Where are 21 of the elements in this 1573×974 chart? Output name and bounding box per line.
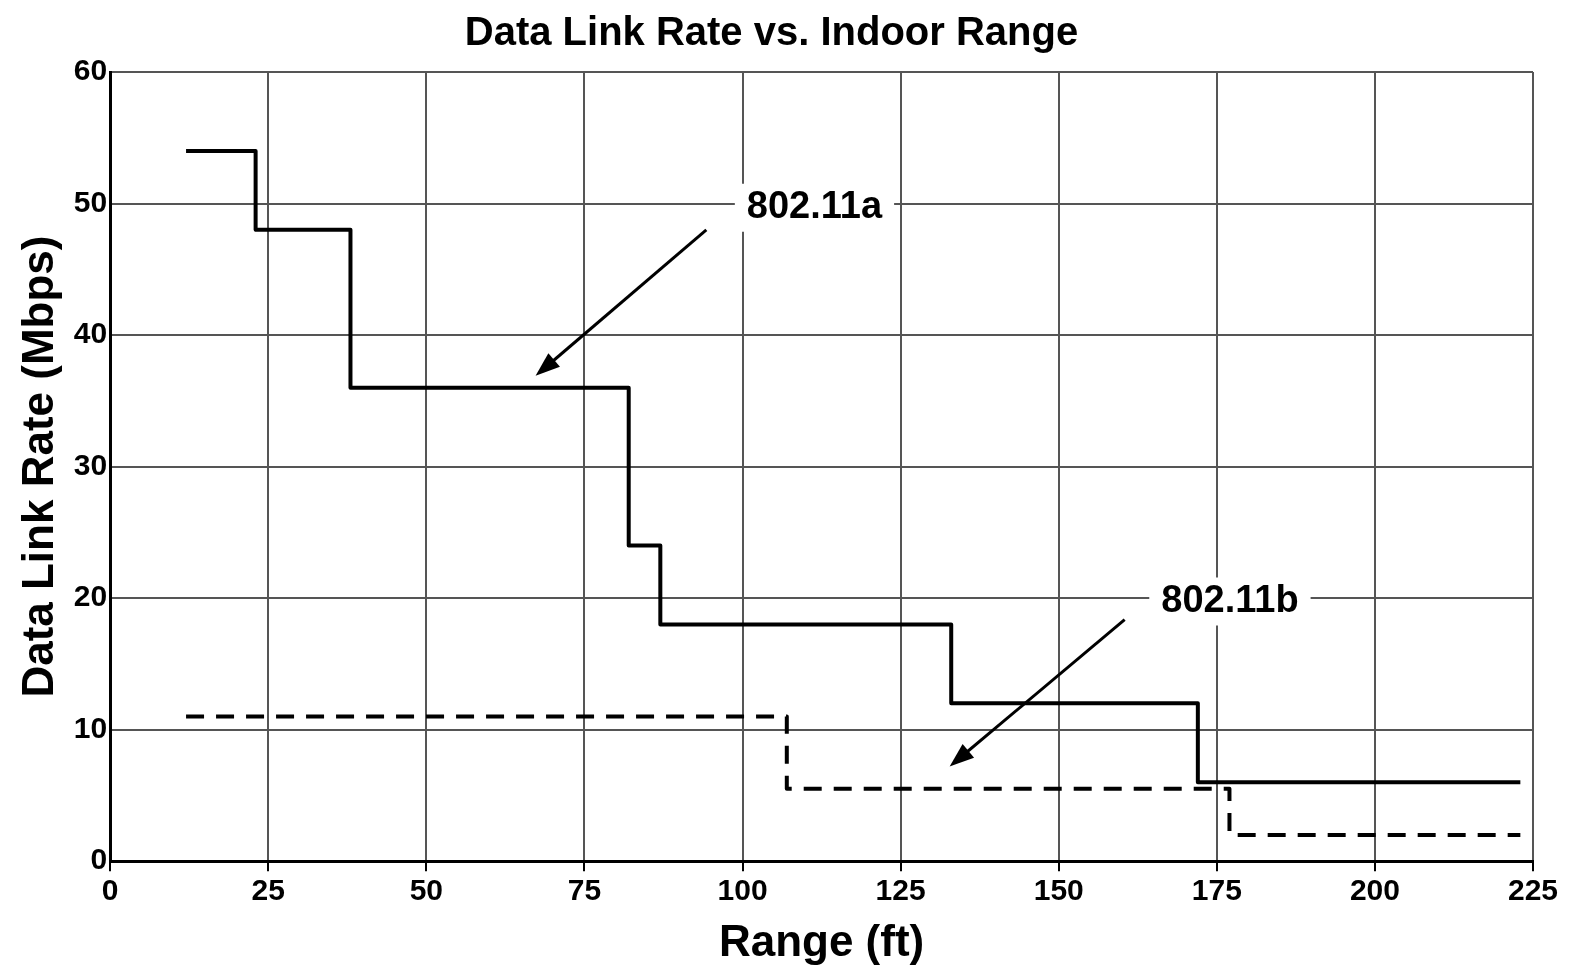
x-axis-title: Range (ft) <box>718 915 925 965</box>
x-tick-label: 50 <box>409 873 444 907</box>
y-axis-title: Data Link Rate (Mbps) <box>12 235 62 698</box>
x-tick-label: 175 <box>1191 873 1242 907</box>
y-tick-label: 20 <box>73 579 108 613</box>
x-tick-label: 75 <box>567 873 602 907</box>
y-tick-label: 10 <box>73 710 108 744</box>
x-tick-label: 225 <box>1507 873 1559 907</box>
annotation: 802.11a <box>746 184 883 227</box>
chart-title: Data Link Rate vs. Indoor Range <box>464 9 1079 54</box>
x-tick-label: 150 <box>1033 873 1084 907</box>
x-tick-label: 125 <box>875 873 926 907</box>
x-tick-label: 100 <box>717 873 768 907</box>
y-tick-label: 30 <box>73 447 108 481</box>
x-tick-label: 200 <box>1349 873 1400 907</box>
y-tick-label: 0 <box>90 842 108 876</box>
annotation: 802.11b <box>1161 578 1299 621</box>
y-tick-label: 40 <box>73 316 108 350</box>
x-tick-label: 25 <box>251 873 285 907</box>
y-tick-label: 50 <box>73 184 108 218</box>
y-tick-label: 60 <box>73 53 108 87</box>
